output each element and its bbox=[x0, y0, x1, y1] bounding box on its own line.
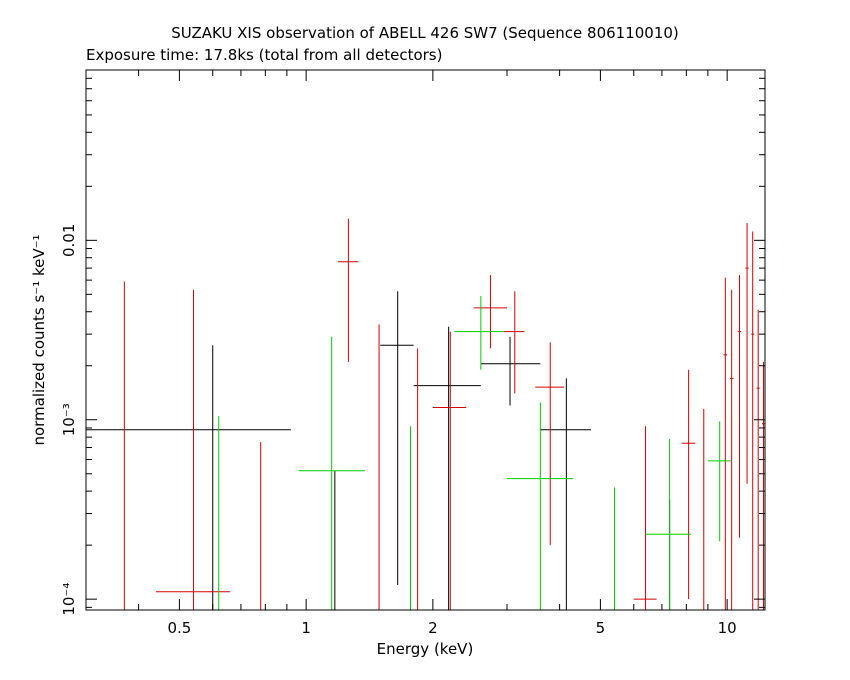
x-tick-label: 10 bbox=[718, 619, 737, 637]
data-point bbox=[86, 345, 291, 610]
x-tick-label: 1 bbox=[301, 619, 311, 637]
data-marks bbox=[86, 218, 765, 610]
data-point bbox=[380, 291, 414, 585]
chart-subtitle: Exposure time: 17.8ks (total from all de… bbox=[86, 46, 442, 64]
data-point bbox=[729, 289, 734, 610]
data-point bbox=[756, 309, 760, 610]
axes: 0.5 1 2 5 10 10⁻⁴ 10⁻³ 0.01 bbox=[60, 70, 765, 637]
data-point bbox=[633, 426, 657, 610]
data-point bbox=[413, 326, 481, 610]
data-point bbox=[454, 295, 504, 370]
plot-frame bbox=[85, 69, 766, 611]
data-point bbox=[535, 342, 565, 546]
x-tick-label: 5 bbox=[596, 619, 606, 637]
x-tick-label: 2 bbox=[428, 619, 438, 637]
chart-title: SUZAKU XIS observation of ABELL 426 SW7 … bbox=[171, 24, 679, 42]
data-point bbox=[298, 336, 366, 610]
data-point bbox=[503, 291, 525, 394]
y-tick-label: 10⁻⁴ bbox=[60, 583, 78, 616]
y-axis-label: normalized counts s⁻¹ keV⁻¹ bbox=[30, 234, 48, 445]
data-point bbox=[337, 218, 359, 362]
data-point bbox=[432, 331, 467, 610]
data-point bbox=[707, 421, 731, 542]
data-point bbox=[540, 378, 592, 610]
y-tick-label: 10⁻³ bbox=[60, 403, 78, 436]
data-point bbox=[156, 289, 231, 610]
y-tick-label: 0.01 bbox=[60, 224, 78, 257]
data-point bbox=[737, 275, 742, 538]
data-point bbox=[507, 402, 573, 610]
x-tick-label: 0.5 bbox=[167, 619, 191, 637]
data-point bbox=[681, 369, 696, 600]
data-point bbox=[480, 336, 541, 406]
data-point bbox=[473, 275, 508, 349]
data-point bbox=[751, 231, 755, 610]
data-point bbox=[645, 439, 691, 610]
data-point bbox=[745, 222, 749, 484]
x-axis-label: Energy (keV) bbox=[377, 640, 474, 658]
data-point bbox=[723, 277, 728, 610]
